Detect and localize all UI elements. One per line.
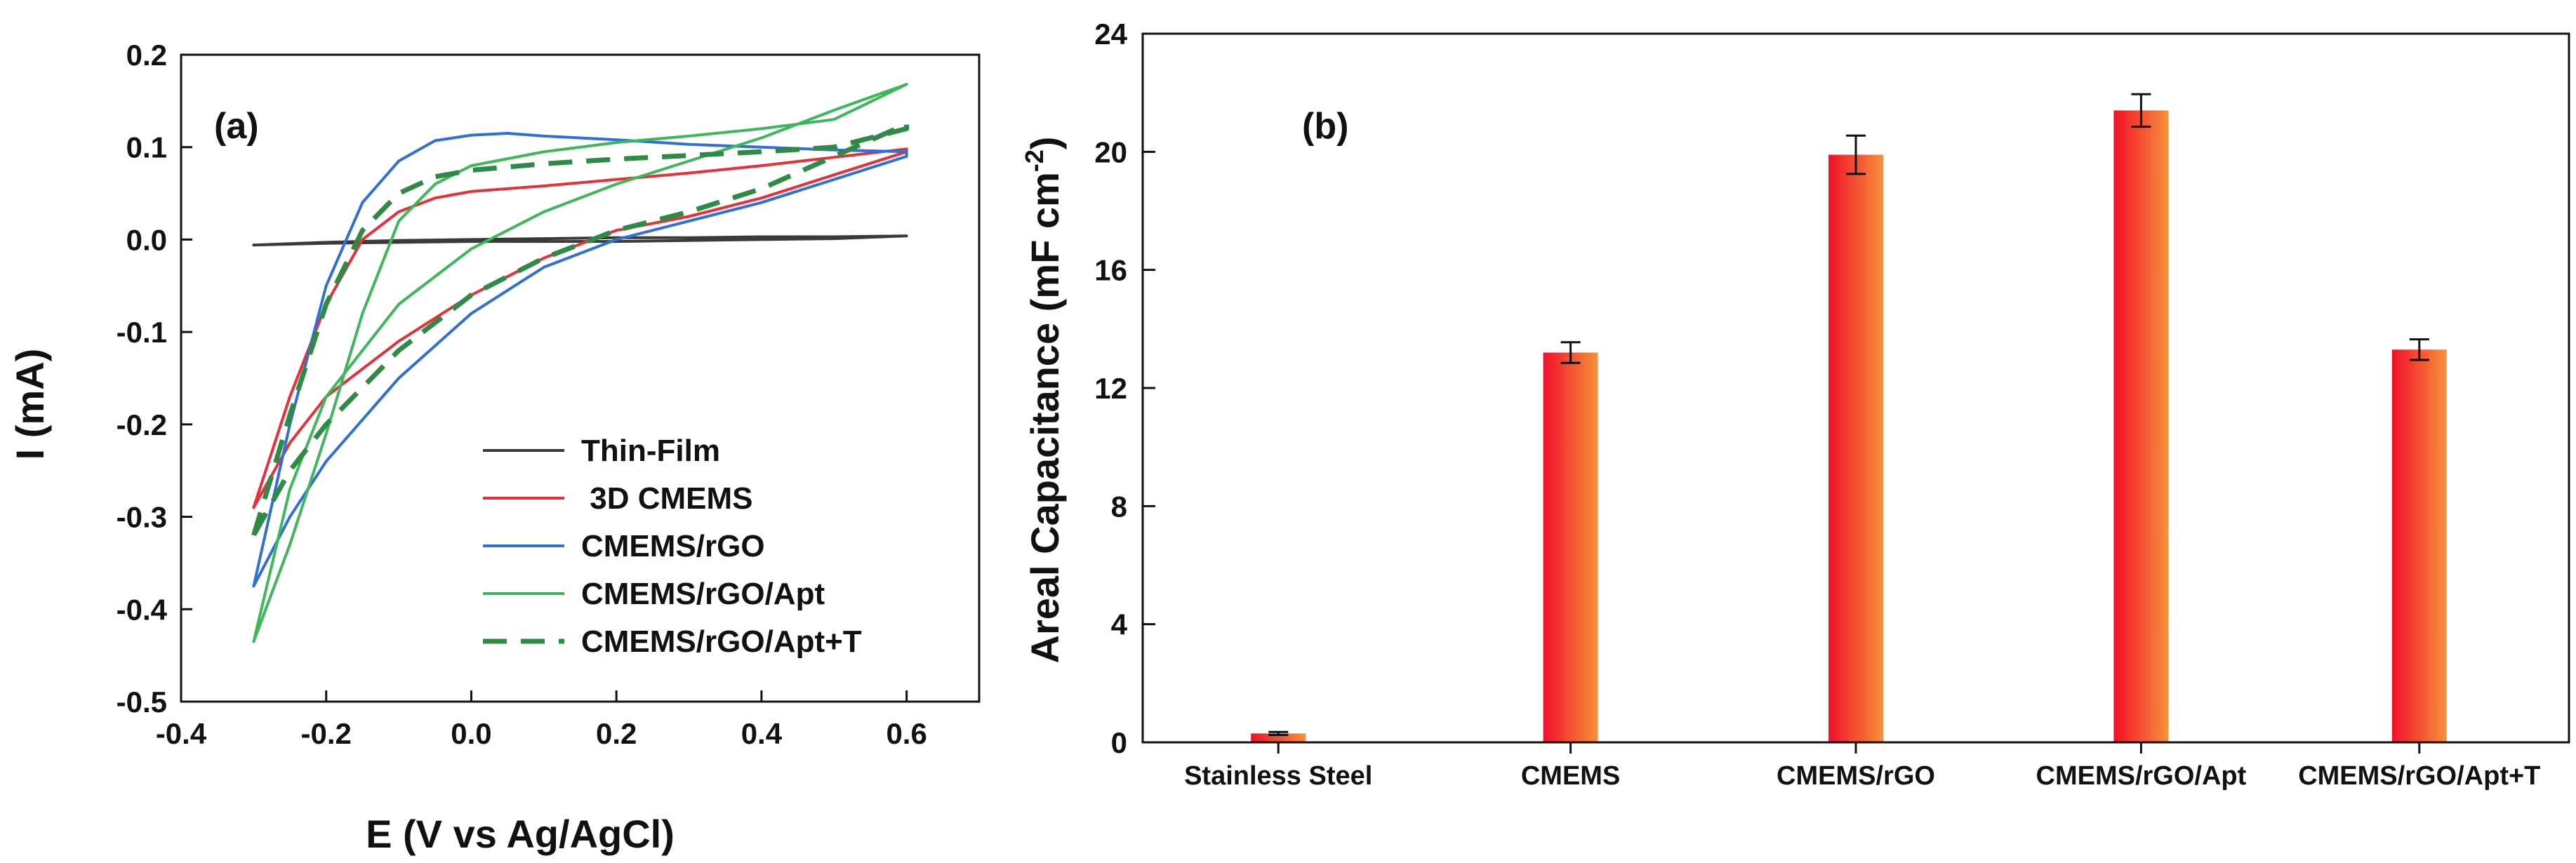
cv-x-tick-label: -0.4 <box>156 717 207 750</box>
cv-series-line <box>251 121 910 538</box>
bar-y-axis-label: Areal Capacitance (mF cm-2) <box>1020 137 1067 664</box>
panel-label-b: (b) <box>1302 106 1348 147</box>
bar-y-tick-label: 0 <box>1111 726 1127 759</box>
cv-x-tick-label: -0.2 <box>301 717 352 750</box>
bar-y-tick-label: 24 <box>1094 18 1127 51</box>
bar-category-label: CMEMS/rGO/Apt+T <box>2298 761 2540 791</box>
cv-y-tick-label: -0.2 <box>117 408 167 441</box>
cv-y-tick-label: 0.0 <box>126 223 167 256</box>
cv-x-tick-label: 0.2 <box>596 717 637 750</box>
bar <box>1251 733 1306 742</box>
capacitance-chart: 0 4 8 12 16 20 24 Stainless Steel CMEMS CMEMS/rGO… <box>1020 18 2570 791</box>
cv-y-tick-label: -0.1 <box>117 316 167 349</box>
bar-category-label: CMEMS/rGO <box>1777 761 1935 791</box>
bar-category-label: Stainless Steel <box>1184 761 1372 791</box>
cv-x-tick-label: 0.4 <box>741 717 783 750</box>
cv-y-tick-label: -0.3 <box>117 501 167 534</box>
bar-y-tick-label: 20 <box>1094 135 1127 168</box>
cv-series-line <box>252 234 908 247</box>
bar <box>2391 349 2447 743</box>
cv-y-tick-label: 0.2 <box>126 39 167 72</box>
cv-series-line <box>252 83 908 643</box>
cv-y-tick-label: -0.4 <box>117 593 168 626</box>
legend-entry: CMEMS/rGO <box>581 529 765 563</box>
cv-curves <box>251 83 910 643</box>
cv-series-line <box>252 147 908 509</box>
bar-category-label: CMEMS <box>1521 761 1620 791</box>
legend-entry: 3D CMEMS <box>581 481 752 516</box>
cv-x-tick-label: 0.6 <box>886 717 927 750</box>
bar-y-tick-label: 16 <box>1094 254 1127 287</box>
panel-label-a: (a) <box>214 106 259 147</box>
cv-legend: Thin-Film 3D CMEMS CMEMS/rGO CMEMS/rGO/Apt… <box>483 434 862 659</box>
bar <box>2113 110 2169 742</box>
bar-y-tick-label: 8 <box>1111 490 1127 523</box>
cv-x-axis-label: E (V vs Ag/AgCl) <box>366 812 675 856</box>
bar-category-label: CMEMS/rGO/Apt <box>2036 761 2247 791</box>
cv-y-tick-label: 0.1 <box>126 131 167 164</box>
bar-y-tick-label: 4 <box>1111 608 1128 641</box>
cv-y-axis-label: I (mA) <box>8 349 52 460</box>
cv-series-line <box>252 132 908 588</box>
bar <box>1828 154 1883 742</box>
bar <box>1543 352 1598 742</box>
cv-y-tick-label: -0.5 <box>117 685 167 718</box>
cv-x-tick-label: 0.0 <box>451 717 491 750</box>
legend-entry: CMEMS/rGO/Apt+T <box>581 624 862 659</box>
legend-entry: Thin-Film <box>581 434 720 468</box>
capacitance-bars <box>1251 93 2447 743</box>
cv-chart: -0.4 -0.2 0.0 0.2 0.4 0.6-0.5-0.4-0.3-0.2-0.1… <box>8 39 981 856</box>
cv-plot-frame <box>180 53 981 703</box>
bar-y-tick-label: 12 <box>1094 372 1127 405</box>
legend-entry: CMEMS/rGO/Apt <box>581 577 825 611</box>
